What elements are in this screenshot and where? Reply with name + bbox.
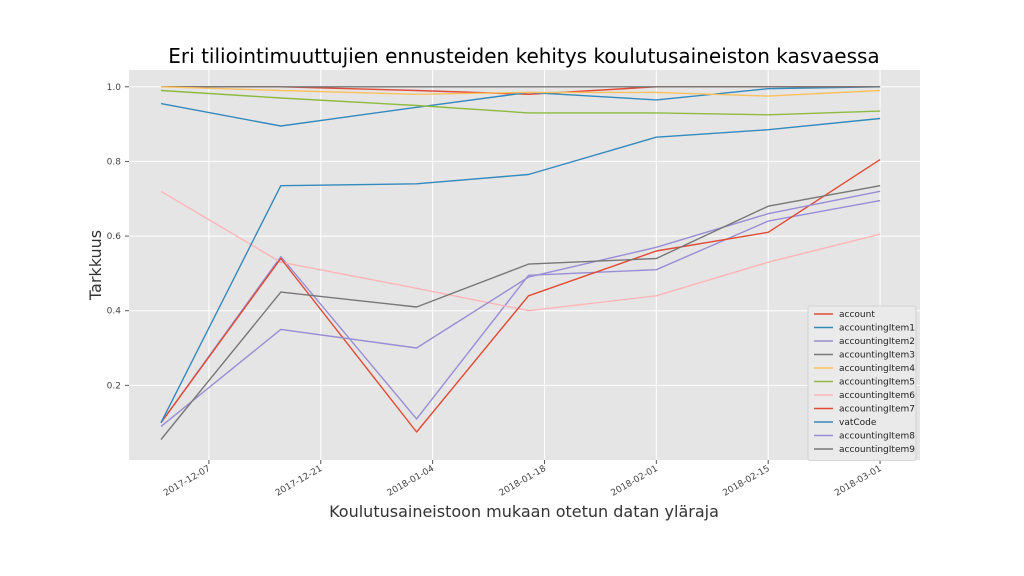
y-tick-label: 0.8 (107, 157, 122, 167)
y-axis-ticks: 0.2 0.4 0.6 0.8 1.0 (107, 83, 129, 391)
series-line-accountingItem7 (160, 159, 881, 433)
y-tick-label: 0.4 (107, 307, 122, 317)
series-line-accountingItem8 (160, 190, 881, 427)
series-line-accountingItem2 (160, 199, 881, 424)
chart-title: Eri tiliointimuuttujien ennusteiden kehi… (168, 44, 879, 68)
legend-label: accountingItem1 (839, 324, 915, 334)
x-tick-label: 2018-03-01 (833, 464, 883, 499)
x-tick-label: 2017-12-21 (274, 464, 324, 499)
legend-label: accountingItem8 (839, 432, 915, 442)
x-tick-label: 2018-01-18 (498, 464, 549, 499)
y-tick-label: 0.2 (107, 381, 121, 391)
grid-lines (129, 70, 920, 460)
legend-label: accountingItem7 (839, 405, 915, 415)
legend-label: vatCode (839, 418, 877, 428)
series-line-accountingItem4 (160, 86, 881, 97)
y-tick-label: 1.0 (107, 83, 122, 93)
legend-label: accountingItem3 (839, 351, 915, 361)
x-tick-label: 2018-01-04 (386, 464, 437, 499)
legend-label: accountingItem4 (839, 364, 915, 374)
series-line-vatCode (160, 117, 881, 424)
x-axis-ticks: 2017-12-07 2017-12-21 2018-01-04 2018-01-18… (162, 460, 884, 499)
legend-label: accountingItem5 (839, 378, 915, 388)
legend-box (807, 305, 917, 461)
legend-label: accountingItem2 (839, 337, 915, 347)
y-axis-label: Tarkkuus (86, 230, 105, 301)
x-tick-label: 2018-02-15 (721, 464, 771, 499)
legend-label: accountingItem9 (839, 445, 915, 455)
series-line-accountingItem6 (160, 190, 881, 312)
series-line-accountingItem9 (160, 185, 881, 440)
legend-label: account (839, 310, 875, 320)
x-tick-label: 2018-02-01 (610, 464, 660, 499)
x-tick-label: 2017-12-07 (162, 464, 212, 499)
y-tick-label: 0.6 (107, 232, 122, 242)
legend-label: accountingItem6 (839, 391, 915, 401)
series-line-accountingItem5 (160, 89, 881, 116)
x-axis-label: Koulutusaineistoon mukaan otetun datan y… (329, 502, 719, 521)
legend: account accountingItem1 accountingItem2 acc… (807, 305, 917, 461)
series-layer (160, 86, 881, 440)
